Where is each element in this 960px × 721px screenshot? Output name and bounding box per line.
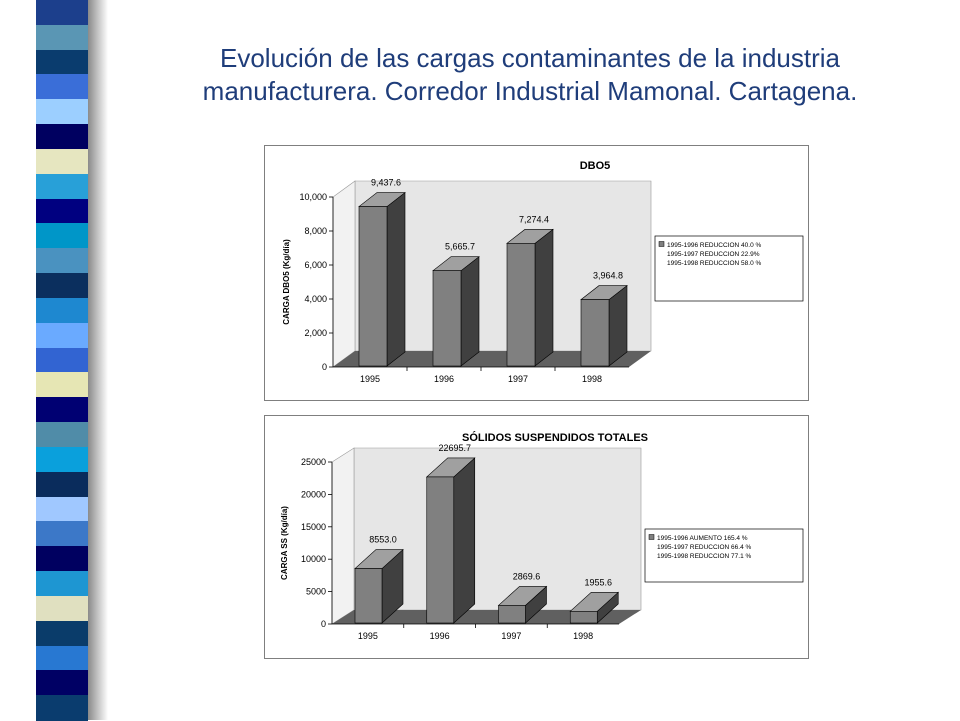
x-tick-label: 1997 xyxy=(508,374,528,384)
y-tick-label: 0 xyxy=(321,619,326,629)
stripe-segment xyxy=(36,620,88,647)
stripe-segment xyxy=(36,148,88,175)
data-label: 2869.6 xyxy=(513,571,541,581)
y-axis-label: CARGA SS (Kg/día) xyxy=(280,506,289,580)
legend-swatch xyxy=(658,241,665,247)
stripe-segment xyxy=(36,99,88,126)
bar-1998 xyxy=(569,611,598,624)
stripe-segment xyxy=(36,471,88,498)
x-tick-label: 1998 xyxy=(582,374,602,384)
dbo5-chart-panel: DBO5 0 2,000 4,000 6,000 8,000 10,000 CARGA DBO… xyxy=(264,145,809,401)
data-label: 9,437.6 xyxy=(371,178,401,188)
stripe-bar-shadow xyxy=(88,0,108,720)
chart-title: SÓLIDOS SUSPENDIDOS TOTALES xyxy=(462,431,648,444)
stripe-segment xyxy=(36,248,88,275)
stripe-segment xyxy=(36,496,88,523)
stripe-segment xyxy=(36,273,88,299)
sst-chart: SÓLIDOS SUSPENDIDOS TOTALES 0 5000 10000 150… xyxy=(280,431,804,641)
decorative-stripe-bar xyxy=(36,0,88,721)
bar-side xyxy=(460,256,480,367)
data-label: 7,274.4 xyxy=(519,214,549,224)
x-tick-label: 1996 xyxy=(430,631,450,641)
bar-1997 xyxy=(506,243,536,367)
bar-1997 xyxy=(498,605,526,624)
chart-side-wall xyxy=(332,180,356,368)
stripe-segment xyxy=(36,124,88,150)
y-tick-label: 10,000 xyxy=(299,192,327,202)
x-tick-label: 1995 xyxy=(358,631,378,641)
stripe-segment xyxy=(36,422,88,448)
y-tick-label: 8,000 xyxy=(304,226,327,236)
x-tick-label: 1995 xyxy=(360,374,380,384)
stripe-segment xyxy=(36,645,88,672)
stripe-segment xyxy=(36,571,88,597)
chart-floor xyxy=(332,610,641,624)
stripe-segment xyxy=(36,297,88,324)
bar-side xyxy=(386,191,406,367)
legend-entry: 1995-1996 AUMENTO 165.4 % xyxy=(657,535,748,542)
legend-entry: 1995-1998 REDUCCION 58.0 % xyxy=(667,260,762,267)
chart-floor xyxy=(333,351,651,367)
data-label: 3,964.8 xyxy=(593,271,623,281)
stripe-segment xyxy=(36,670,88,697)
y-tick-label: 6,000 xyxy=(304,260,327,270)
data-label: 8553.0 xyxy=(369,535,397,545)
y-axis-label: CARGA DBO5 (Kg/día) xyxy=(282,239,291,325)
y-tick-label: 2,000 xyxy=(304,328,327,338)
legend-box xyxy=(654,235,804,302)
bar-1995 xyxy=(354,568,383,624)
stripe-segment xyxy=(36,322,88,349)
y-tick-label: 0 xyxy=(322,362,327,372)
stripe-segment xyxy=(36,223,88,250)
stripe-segment xyxy=(36,173,88,200)
sst-chart-panel: SÓLIDOS SUSPENDIDOS TOTALES 0 5000 10000 150… xyxy=(264,415,809,659)
legend-box xyxy=(644,528,804,583)
x-tick-label: 1996 xyxy=(434,374,454,384)
y-tick-label: 10000 xyxy=(301,554,326,564)
legend-entry: 1995-1996 REDUCCION 40.0 % xyxy=(667,242,762,249)
bar-1996 xyxy=(426,476,455,624)
y-tick-label: 20000 xyxy=(301,489,326,499)
legend-entry: 1995-1997 REDUCCION 66.4 % xyxy=(657,544,752,551)
legend-entry: 1995-1998 REDUCCION 77.1 % xyxy=(657,553,752,560)
data-label: 5,665.7 xyxy=(445,242,475,252)
y-tick-label: 15000 xyxy=(301,522,326,532)
stripe-segment xyxy=(36,595,88,622)
stripe-segment xyxy=(36,372,88,399)
stripe-segment xyxy=(36,695,88,721)
stripe-segment xyxy=(36,397,88,424)
stripe-segment xyxy=(36,347,88,374)
bar-1995 xyxy=(358,206,388,367)
y-tick-label: 25000 xyxy=(301,457,326,467)
stripe-segment xyxy=(36,24,88,51)
x-tick-label: 1998 xyxy=(573,631,593,641)
stripe-segment xyxy=(36,74,88,101)
legend-swatch xyxy=(648,534,655,540)
legend-entry: 1995-1997 REDUCCION 22.9% xyxy=(667,251,760,258)
stripe-segment xyxy=(36,446,88,473)
stripe-segment xyxy=(36,0,88,26)
data-label: 1955.6 xyxy=(584,577,612,587)
data-label: 22695.7 xyxy=(438,443,471,453)
bar-side xyxy=(453,457,476,624)
chart-side-wall xyxy=(331,447,355,625)
stripe-segment xyxy=(36,198,88,225)
stripe-segment xyxy=(36,49,88,76)
bar-1996 xyxy=(432,270,462,367)
y-tick-label: 4,000 xyxy=(304,294,327,304)
bar-1998 xyxy=(580,299,610,367)
x-tick-label: 1997 xyxy=(501,631,521,641)
y-tick-label: 5000 xyxy=(306,587,326,597)
stripe-segment xyxy=(36,546,88,573)
dbo5-chart: DBO5 0 2,000 4,000 6,000 8,000 10,000 CARGA DBO… xyxy=(282,160,804,384)
chart-title: DBO5 xyxy=(580,160,611,172)
stripe-segment xyxy=(36,521,88,548)
slide-title: Evolución de las cargas contaminantes de… xyxy=(202,43,858,106)
bar-side xyxy=(534,228,554,367)
